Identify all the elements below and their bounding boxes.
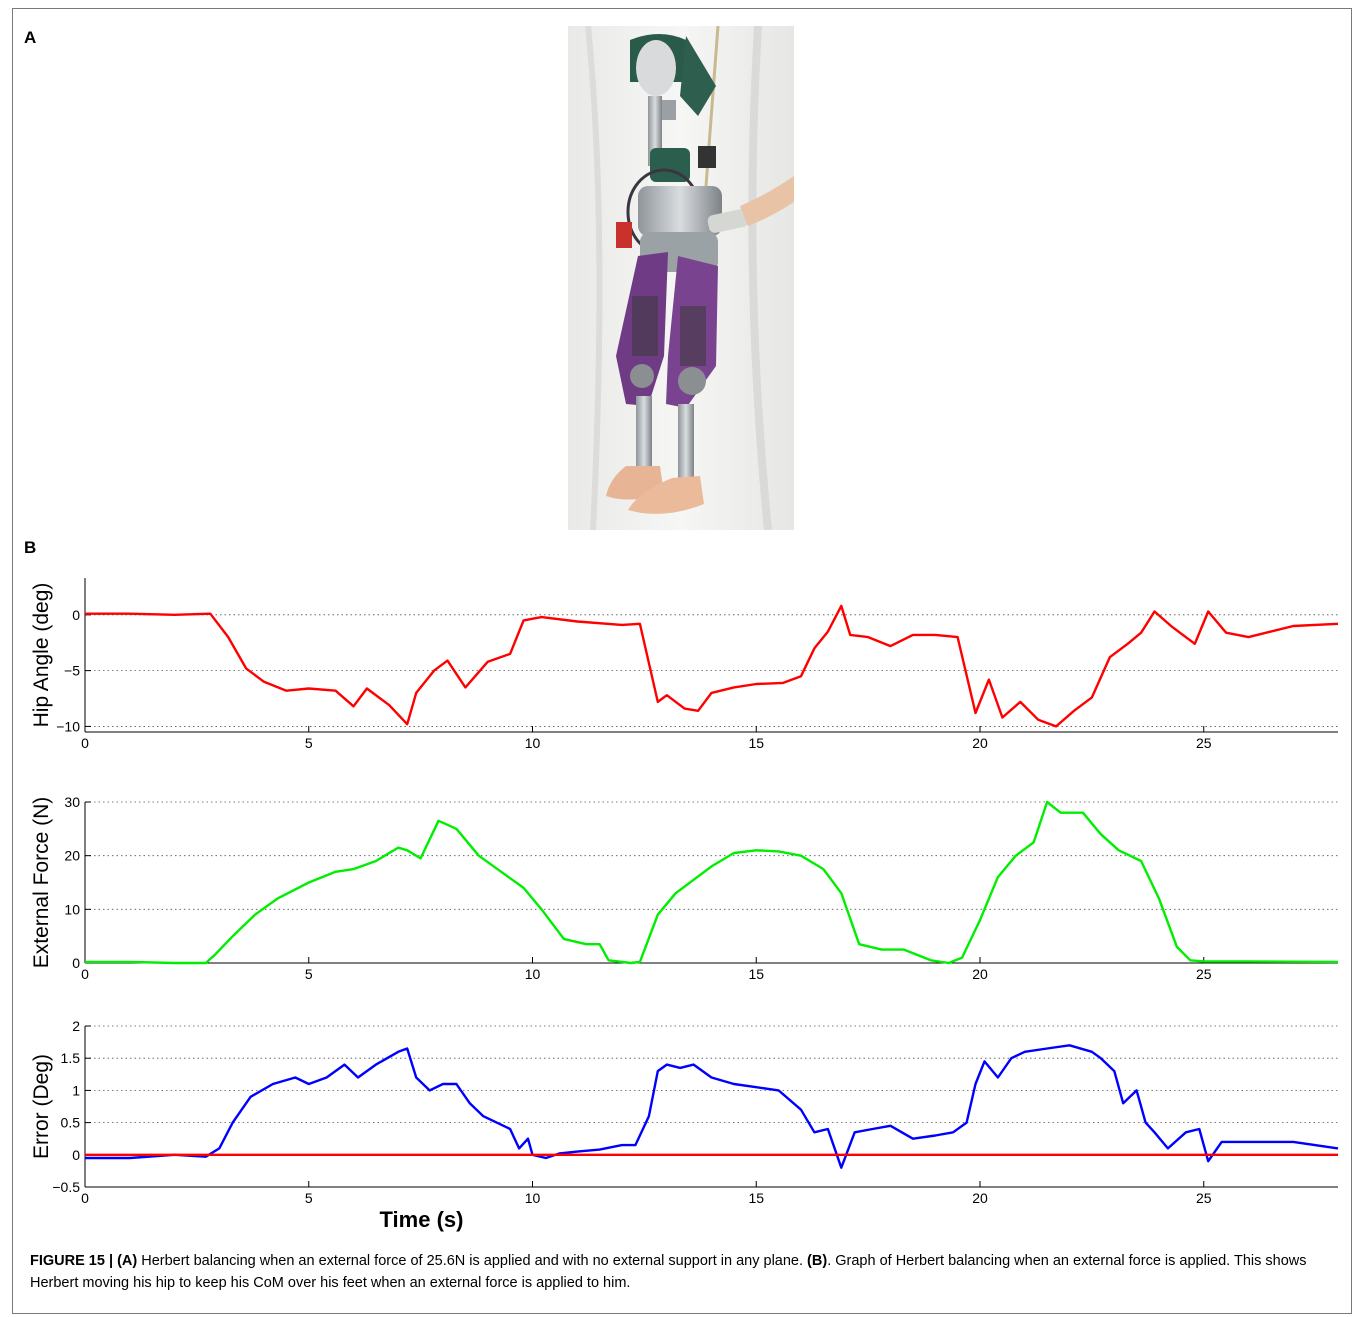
y-tick-label: 0 [72, 607, 80, 623]
chart-2: 0 10 20 30 0 5 10 15 20 25 External Force (N) [30, 794, 1339, 982]
x-tick-label: 0 [81, 1190, 89, 1206]
panel-label-a: A [24, 28, 37, 47]
caption-a-text: Herbert balancing when an external force… [141, 1253, 804, 1269]
x-tick-label: 0 [81, 735, 89, 751]
caption-b-label: (B) [807, 1253, 828, 1269]
y-axis-label: Error (Deg) [30, 1054, 53, 1159]
y-tick-label: −5 [64, 663, 80, 679]
x-tick-label: 25 [1196, 1190, 1212, 1206]
x-tick-label: 15 [748, 1190, 764, 1206]
series-line-1 [85, 800, 1339, 965]
x-tick-label: 25 [1196, 735, 1212, 751]
x-axis-label: Time (s) [380, 1207, 464, 1232]
x-tick-label: 20 [972, 735, 988, 751]
caption-a-label: (A) [117, 1253, 138, 1269]
y-axis-label: External Force (N) [30, 797, 53, 969]
x-tick-label: 5 [305, 966, 313, 982]
figure-caption: FIGURE 15 | (A) Herbert balancing when a… [30, 1250, 1330, 1294]
y-tick-label: 1 [72, 1082, 80, 1098]
y-tick-label: 1.5 [61, 1050, 81, 1066]
series-line-1 [85, 1044, 1339, 1169]
chart-1: −10 −5 0 0 5 10 15 20 25 Hip Angle (deg) [30, 578, 1339, 751]
y-tick-label: 0.5 [61, 1115, 81, 1131]
x-tick-label: 20 [972, 1190, 988, 1206]
x-tick-label: 0 [81, 966, 89, 982]
x-tick-label: 15 [748, 966, 764, 982]
y-tick-label: −10 [56, 718, 80, 734]
caption-figure-number: FIGURE 15 | [30, 1253, 114, 1269]
y-tick-label: −0.5 [52, 1179, 80, 1195]
x-tick-label: 5 [305, 735, 313, 751]
y-tick-label: 2 [72, 1018, 80, 1034]
x-tick-label: 10 [525, 966, 541, 982]
x-tick-label: 25 [1196, 966, 1212, 982]
y-tick-label: 0 [72, 955, 80, 971]
y-axis-label: Hip Angle (deg) [30, 583, 53, 728]
series-line-1 [85, 604, 1339, 728]
caption-b-text: . Graph of Herbert balancing when an ext… [30, 1253, 1307, 1291]
robot-photo [568, 26, 794, 530]
y-tick-label: 10 [64, 901, 80, 917]
x-tick-label: 10 [525, 1190, 541, 1206]
x-tick-label: 10 [525, 735, 541, 751]
x-tick-label: 5 [305, 1190, 313, 1206]
y-tick-label: 0 [72, 1147, 80, 1163]
y-tick-label: 30 [64, 794, 80, 810]
x-tick-label: 20 [972, 966, 988, 982]
x-tick-label: 15 [748, 735, 764, 751]
figure-frame [12, 8, 1352, 1314]
y-tick-label: 20 [64, 848, 80, 864]
panel-label-b: B [24, 538, 37, 557]
